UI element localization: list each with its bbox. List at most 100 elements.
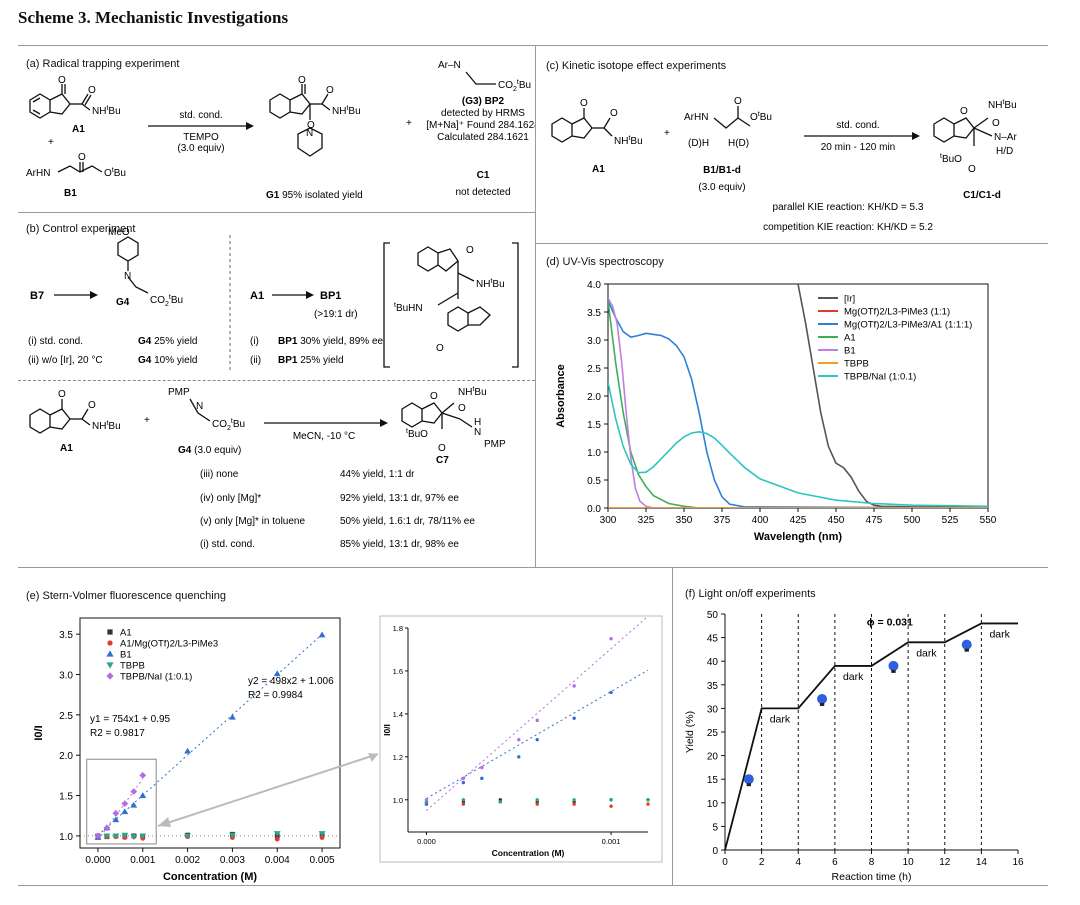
fit-r2-1: R2 = 0.9817 <box>90 728 145 739</box>
data-point <box>318 831 326 837</box>
rule-mid <box>18 567 1048 568</box>
svg-text:BP1 30% yield, 89% ee: BP1 30% yield, 89% ee <box>278 336 384 347</box>
a1-label: A1 <box>72 124 85 135</box>
inset-data-point <box>461 798 466 802</box>
quantum-yield: ϕ = 0.031 <box>867 616 913 628</box>
svg-text:MeO: MeO <box>108 227 130 238</box>
svg-text:H/D: H/D <box>996 146 1013 157</box>
fit-r2-2: R2 = 0.9984 <box>248 690 303 701</box>
data-point <box>121 800 129 808</box>
x-tick-label: 425 <box>790 515 807 526</box>
x-tick-label: 6 <box>832 857 838 868</box>
legend-entry: TBPB <box>844 359 869 370</box>
y-tick-label: 3.5 <box>59 630 73 641</box>
svg-text:H: H <box>474 417 481 428</box>
y-tick-label: 15 <box>707 775 719 786</box>
inset-data-point <box>535 737 539 742</box>
svg-text:N: N <box>474 427 481 438</box>
inset-data-point <box>424 798 429 802</box>
svg-text:(3.0 equiv): (3.0 equiv) <box>698 182 745 193</box>
svg-text:NHtBu: NHtBu <box>92 105 121 117</box>
legend-entry: B1 <box>844 346 856 357</box>
data-point <box>112 816 120 823</box>
yield-line <box>724 622 1018 851</box>
svg-text:20 min - 120 min: 20 min - 120 min <box>821 142 895 153</box>
y-tick-label: 40 <box>707 657 719 668</box>
svg-text:O: O <box>438 443 446 454</box>
svg-text:BP1: BP1 <box>320 290 341 302</box>
svg-text:B7: B7 <box>30 290 44 302</box>
inset-data-point <box>535 718 539 723</box>
rule-a-bottom <box>18 212 535 213</box>
svg-text:(>19:1 dr): (>19:1 dr) <box>314 309 358 320</box>
panel-b-label: (b) Control experiment <box>26 223 136 235</box>
inset-data-point <box>572 716 576 720</box>
svg-text:CO2tBu: CO2tBu <box>212 418 245 432</box>
x-tick-label: 12 <box>939 857 951 868</box>
panel-a-structures: O O NHtBu A1 + ArHN O OtBu B1 std. cond.… <box>26 60 535 201</box>
svg-text:(iii) none: (iii) none <box>200 469 239 480</box>
svg-text:N–Ar: N–Ar <box>994 132 1017 143</box>
legend-entry: TBPB/NaI (1:0.1) <box>844 372 916 383</box>
svg-text:tBuHN: tBuHN <box>394 302 423 314</box>
data-point <box>184 747 191 754</box>
light-bulb-icon <box>888 660 899 671</box>
x-tick-label: 0.001 <box>130 855 155 866</box>
svg-text:O: O <box>960 106 968 117</box>
svg-text:(v) only [Mg]* in toluene: (v) only [Mg]* in toluene <box>200 516 305 527</box>
a1-structure-b <box>29 399 91 434</box>
svg-text:O: O <box>78 152 86 163</box>
svg-text:NHtBu: NHtBu <box>476 278 505 290</box>
svg-text:O: O <box>992 118 1000 129</box>
rule-top <box>18 45 1048 46</box>
panel-d: (d) UV-Vis spectroscopy 300 325 350 375 400 4… <box>536 244 1048 567</box>
y-tick-label: 3.5 <box>587 308 601 319</box>
data-point <box>103 833 111 840</box>
x-tick-label: 350 <box>676 515 693 526</box>
inset-y-tick-label: 1.6 <box>393 667 403 676</box>
svg-text:std. cond.: std. cond. <box>179 110 222 121</box>
y-tick-label: 50 <box>707 610 719 621</box>
panel-d-label: (d) UV-Vis spectroscopy <box>546 256 664 268</box>
svg-text:50% yield, 1.6:1 dr, 78/11% ee: 50% yield, 1.6:1 dr, 78/11% ee <box>340 516 475 527</box>
svg-text:tBuO: tBuO <box>406 428 428 440</box>
inset-x-tick-label: 0.000 <box>417 837 436 846</box>
y-tick-label: 10 <box>707 799 719 810</box>
fit-line-tbpb-nai <box>97 778 144 841</box>
panel-c-structures: O O NHtBu A1 + ArHN O OtBu (D)H H(D) B1/… <box>551 96 1017 233</box>
inset-data-point <box>609 804 613 808</box>
svg-text:detected by HRMS: detected by HRMS <box>441 108 525 119</box>
light-bulb-base <box>746 783 752 787</box>
inset-y-tick-label: 1.2 <box>393 753 403 762</box>
svg-text:tBuO: tBuO <box>940 153 962 165</box>
g1-structure <box>269 84 331 157</box>
panel-e: (e) Stern-Volmer fluorescence quenching … <box>18 568 672 885</box>
inset-x-tick-label: 0.001 <box>602 837 621 846</box>
svg-text:PMP: PMP <box>484 439 506 450</box>
svg-text:ArHN: ArHN <box>26 168 50 179</box>
y-tick-label: 30 <box>707 704 719 715</box>
svg-text:NHtBu: NHtBu <box>332 105 361 117</box>
legend-entry: Mg(OTf)2/L3-PiMe3/A1 (1:1:1) <box>844 320 972 331</box>
y-tick-label: 1.5 <box>587 420 601 431</box>
svg-text:O: O <box>458 403 466 414</box>
svg-text:NHtBu: NHtBu <box>988 99 1017 111</box>
data-point <box>273 831 281 837</box>
panel-f: (f) Light on/off experiments 0 2 4 6 8 10 12 14… <box>673 568 1048 885</box>
svg-text:O: O <box>734 96 742 107</box>
panel-c: (c) Kinetic isotope effect experiments O… <box>536 48 1048 243</box>
svg-text:Calculated 284.1621: Calculated 284.1621 <box>437 132 529 143</box>
svg-text:(i) std. cond.: (i) std. cond. <box>200 539 255 550</box>
light-on-off-chart: 0 2 4 6 8 10 12 14 16 0 5 10 15 20 25 30 35 40 45 50 Reactio… <box>684 610 1024 883</box>
data-point <box>130 801 138 808</box>
svg-text:G4 10% yield: G4 10% yield <box>138 355 197 366</box>
svg-text:O: O <box>88 85 96 96</box>
a1-structure-c <box>551 108 613 143</box>
svg-text:(D)H: (D)H <box>688 138 709 149</box>
zoom-arrow-head <box>368 753 378 762</box>
b1-structure-c <box>713 106 751 129</box>
svg-text:N: N <box>306 128 313 139</box>
inset-y-axis-label: I0/I <box>382 724 392 736</box>
x-tick-label: 0 <box>722 857 728 868</box>
